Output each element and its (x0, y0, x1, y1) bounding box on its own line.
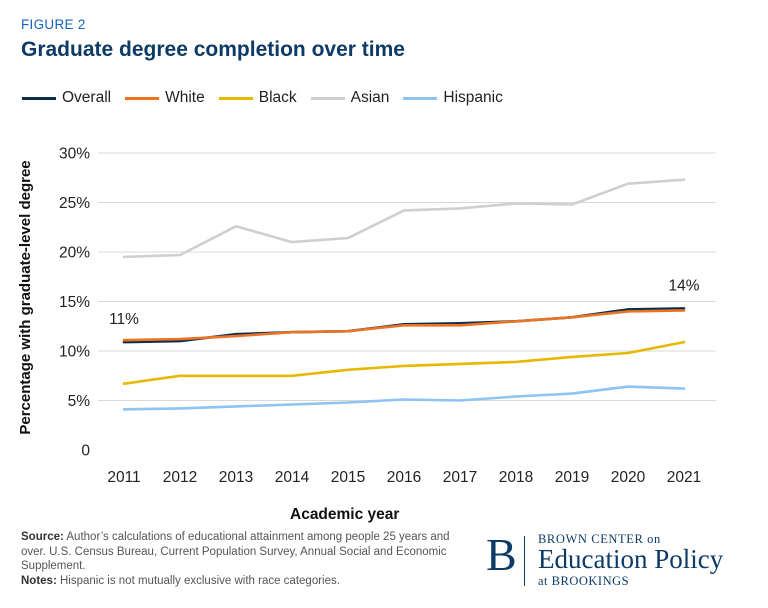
x-tick-label: 2021 (667, 469, 701, 486)
x-tick-label: 2018 (499, 469, 533, 486)
y-tick-label: 5% (68, 393, 91, 410)
legend-item-white: White (125, 89, 205, 107)
y-tick-label: 0 (81, 443, 90, 460)
legend-swatch (310, 96, 345, 100)
y-axis-label: Percentage with graduate-level degree (17, 160, 34, 434)
annotations: 11% 14% (109, 277, 700, 328)
x-axis-label: Academic year (290, 506, 400, 523)
y-tick-label: 25% (59, 195, 90, 212)
legend-item-overall: Overall (22, 89, 111, 107)
legend-label: White (165, 89, 205, 106)
x-tick-label: 2012 (163, 469, 197, 486)
data-label: 11% (109, 311, 139, 328)
y-tick-label: 10% (59, 344, 90, 361)
x-tick-label: 2015 (331, 469, 365, 486)
legend-label: Black (258, 89, 297, 106)
y-tick-label: 30% (59, 146, 90, 163)
logo-line-2: Education Policy (538, 544, 724, 574)
logo-letter: B (486, 529, 517, 580)
series-line-asian (122, 178, 686, 259)
chart-legend: Overall White Black Asian Hispanic (22, 88, 517, 108)
figure-label: FIGURE 2 (21, 17, 86, 32)
legend-swatch (22, 96, 56, 100)
y-tick-label: 15% (59, 294, 90, 311)
legend-label: Overall (62, 89, 112, 106)
source-text: Author’s calculations of educational att… (21, 531, 450, 572)
notes-label: Notes: (21, 574, 57, 587)
series-line-hispanic (122, 385, 686, 411)
legend-label: Asian (350, 89, 390, 106)
y-tick-labels: 0 5% 10% 15% 20% 25% 30% (59, 146, 90, 460)
legend-item-hispanic: Hispanic (403, 89, 503, 107)
line-chart: 05%10%15%20%25%30% 2011 2012 2013 2014 2015 2… (17, 146, 716, 486)
x-tick-label: 2011 (107, 469, 140, 486)
brookings-logo: B BROWN CENTER on Education Policy at BR… (486, 530, 756, 592)
x-tick-label: 2020 (611, 469, 646, 486)
data-label: 14% (668, 277, 699, 294)
logo-line-1: BROWN CENTER on (538, 532, 661, 546)
source-label: Source: (21, 531, 64, 543)
legend-swatch (403, 96, 438, 100)
legend-item-asian: Asian (310, 89, 390, 107)
legend-swatch (125, 96, 160, 100)
x-tick-label: 2013 (219, 469, 253, 486)
x-tick-labels: 2011 2012 2013 2014 2015 2016 2017 2018 2019 2020… (107, 469, 701, 486)
notes-text: Hispanic is not mutually exclusive with … (59, 574, 340, 587)
gridlines (98, 152, 716, 401)
logo-line-3: at BROOKINGS (538, 574, 630, 588)
x-tick-label: 2017 (443, 469, 477, 486)
series-line-black (122, 340, 686, 385)
y-tick-label: 20% (59, 245, 90, 262)
chart-title: Graduate degree completion over time (21, 38, 405, 61)
x-tick-label: 2019 (555, 469, 589, 486)
logo-divider (524, 536, 525, 586)
source-note: Source: Author’s calculations of educati… (21, 530, 471, 588)
series-lines (122, 178, 686, 411)
series-line-white (122, 309, 686, 342)
legend-item-black: Black (218, 89, 297, 107)
legend-swatch (218, 96, 253, 100)
x-tick-label: 2016 (387, 469, 421, 486)
x-tick-label: 2014 (275, 469, 310, 486)
legend-label: Hispanic (443, 89, 503, 106)
